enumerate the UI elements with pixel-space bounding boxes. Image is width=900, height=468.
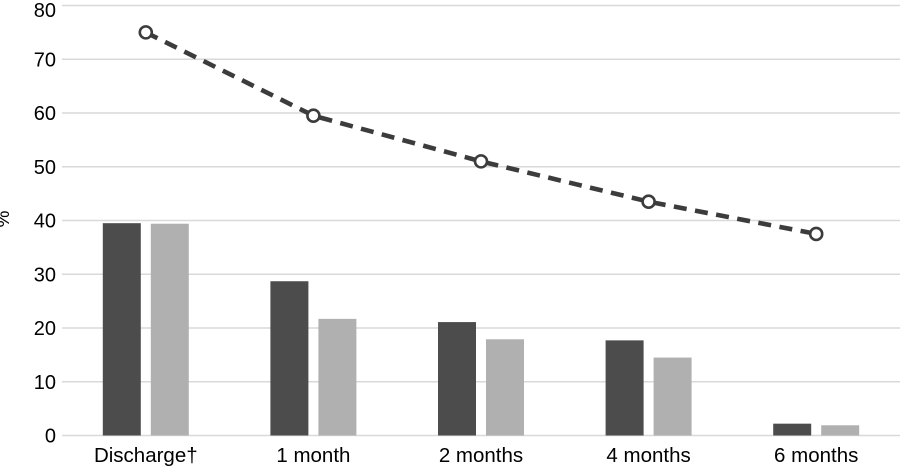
y-axis-tick-label: 40 (34, 211, 56, 233)
y-axis-tick-label: 80 (34, 0, 56, 22)
line-marker-4 (641, 194, 656, 209)
x-axis-category-label: Discharge† (94, 444, 198, 467)
y-axis-tick-label: 20 (34, 318, 56, 340)
bar-dark-2 (270, 281, 309, 436)
bar-light-4 (653, 357, 692, 436)
line-marker-5 (808, 226, 824, 242)
y-axis-tick-label: 70 (34, 49, 56, 71)
y-axis-title: % (0, 210, 14, 227)
x-axis-category-label: 6 months (774, 444, 858, 467)
y-axis-tick-label: 10 (34, 372, 56, 394)
y-axis-tick-label: 50 (34, 157, 56, 179)
bar-light-1 (150, 223, 189, 436)
bar-light-5 (821, 425, 860, 436)
line-marker-3 (473, 154, 489, 169)
dashed-trend-line (144, 30, 817, 237)
y-axis-tick-label: 0 (45, 426, 56, 448)
bar-dark-4 (605, 340, 644, 436)
x-axis-category-label: 4 months (606, 444, 690, 467)
bar-light-3 (486, 339, 524, 436)
x-axis-category-label: 2 months (439, 444, 523, 467)
line-marker-2 (306, 108, 321, 123)
line-marker-1 (138, 25, 154, 40)
bar-dark-3 (438, 322, 476, 436)
bar-dark-5 (773, 423, 812, 436)
bar-light-2 (318, 318, 357, 436)
y-axis-tick-label: 60 (34, 103, 56, 125)
bar-dark-1 (102, 223, 141, 436)
y-axis-tick-label: 30 (34, 264, 56, 286)
x-axis-category-label: 1 month (276, 444, 350, 467)
